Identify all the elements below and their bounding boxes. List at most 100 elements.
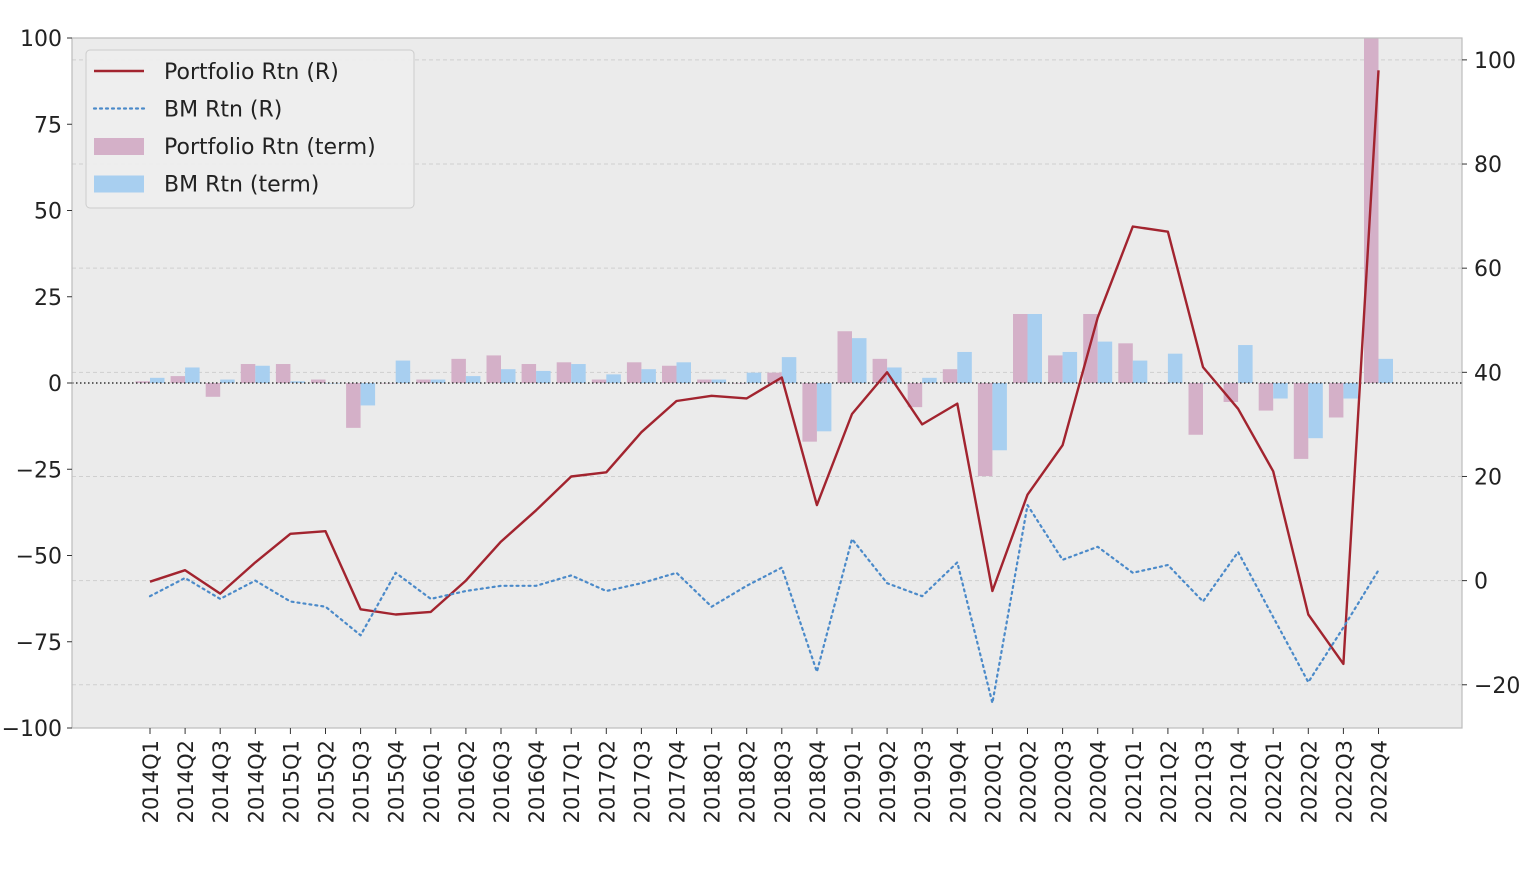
bar-0-2021Q1 — [1118, 343, 1133, 383]
x-tick-label-2018Q3: 2018Q3 — [771, 740, 795, 823]
x-tick-label-2017Q1: 2017Q1 — [560, 740, 584, 823]
bar-1-2015Q4 — [396, 361, 411, 383]
x-tick-label-2019Q4: 2019Q4 — [946, 740, 970, 823]
right-tick-label-4: 60 — [1474, 257, 1502, 282]
bar-1-2017Q4 — [677, 362, 692, 383]
x-tick-label-2020Q2: 2020Q2 — [1017, 740, 1041, 823]
bar-0-2021Q3 — [1189, 383, 1204, 435]
bar-1-2018Q3 — [782, 357, 797, 383]
x-tick-label-2015Q4: 2015Q4 — [385, 740, 409, 823]
x-tick-label-2017Q3: 2017Q3 — [630, 740, 654, 823]
right-tick-label-5: 80 — [1474, 153, 1502, 178]
bar-1-2021Q4 — [1238, 345, 1253, 383]
x-tick-label-2021Q1: 2021Q1 — [1122, 740, 1146, 823]
bar-0-2015Q1 — [276, 364, 291, 383]
x-tick-label-2017Q2: 2017Q2 — [595, 740, 619, 823]
x-tick-label-2022Q3: 2022Q3 — [1332, 740, 1356, 823]
x-tick-label-2020Q1: 2020Q1 — [981, 740, 1005, 823]
bar-1-2022Q2 — [1308, 383, 1323, 438]
right-tick-label-2: 20 — [1474, 465, 1502, 490]
bar-1-2014Q4 — [255, 366, 269, 383]
bar-1-2022Q3 — [1343, 383, 1358, 399]
x-tick-label-2018Q4: 2018Q4 — [806, 740, 830, 823]
bar-1-2022Q4 — [1379, 359, 1394, 383]
bar-1-2022Q1 — [1273, 383, 1288, 399]
bar-0-2014Q2 — [171, 376, 186, 383]
x-tick-label-2016Q1: 2016Q1 — [420, 740, 444, 823]
bar-1-2020Q3 — [1063, 352, 1078, 383]
bar-1-2018Q4 — [817, 383, 832, 431]
x-tick-label-2014Q1: 2014Q1 — [139, 740, 163, 823]
legend-swatch-3 — [94, 176, 144, 193]
bar-0-2019Q4 — [943, 369, 958, 383]
bar-1-2020Q1 — [992, 383, 1007, 450]
bar-0-2014Q1 — [136, 381, 151, 383]
bar-0-2014Q3 — [206, 383, 221, 397]
x-tick-label-2014Q4: 2014Q4 — [244, 740, 268, 823]
bar-1-2018Q2 — [747, 373, 762, 383]
bar-0-2017Q4 — [662, 366, 677, 383]
x-tick-label-2018Q2: 2018Q2 — [736, 740, 760, 823]
bar-1-2019Q4 — [957, 352, 972, 383]
bar-0-2015Q3 — [346, 383, 361, 428]
bar-0-2020Q2 — [1013, 314, 1028, 383]
x-tick-label-2014Q2: 2014Q2 — [174, 740, 198, 823]
bar-1-2021Q2 — [1168, 354, 1183, 383]
x-tick-label-2019Q1: 2019Q1 — [841, 740, 865, 823]
bar-1-2021Q1 — [1133, 361, 1148, 383]
bar-0-2018Q4 — [802, 383, 817, 442]
left-tick-label-5: 25 — [34, 286, 62, 311]
x-tick-label-2015Q3: 2015Q3 — [350, 740, 374, 823]
right-tick-label-3: 40 — [1474, 361, 1502, 386]
legend-label-1: BM Rtn (R) — [164, 98, 282, 123]
x-tick-label-2016Q2: 2016Q2 — [455, 740, 479, 823]
legend-label-3: BM Rtn (term) — [164, 173, 319, 198]
bar-0-2016Q4 — [522, 364, 537, 383]
bar-1-2014Q2 — [185, 367, 200, 383]
bar-0-2022Q2 — [1294, 383, 1309, 459]
x-tick-label-2020Q4: 2020Q4 — [1087, 740, 1111, 823]
left-tick-label-8: 100 — [20, 27, 62, 52]
legend-label-2: Portfolio Rtn (term) — [164, 135, 376, 160]
bar-0-2017Q1 — [557, 362, 572, 383]
left-tick-label-4: 0 — [48, 372, 62, 397]
x-tick-label-2018Q1: 2018Q1 — [701, 740, 725, 823]
bar-0-2022Q1 — [1259, 383, 1274, 411]
x-tick-label-2022Q1: 2022Q1 — [1262, 740, 1286, 823]
left-tick-label-3: −25 — [16, 458, 62, 483]
x-tick-label-2019Q2: 2019Q2 — [876, 740, 900, 823]
left-tick-label-1: −75 — [16, 631, 62, 656]
x-tick-label-2021Q3: 2021Q3 — [1192, 740, 1216, 823]
x-tick-label-2015Q1: 2015Q1 — [279, 740, 303, 823]
bar-0-2019Q1 — [838, 331, 853, 383]
left-tick-label-0: −100 — [2, 717, 62, 742]
bar-1-2016Q2 — [466, 376, 481, 383]
x-tick-label-2014Q3: 2014Q3 — [209, 740, 233, 823]
x-tick-label-2015Q2: 2015Q2 — [315, 740, 339, 823]
bar-0-2020Q3 — [1048, 355, 1063, 383]
right-tick-label-6: 100 — [1474, 49, 1516, 74]
x-tick-label-2021Q2: 2021Q2 — [1157, 740, 1181, 823]
x-tick-label-2016Q4: 2016Q4 — [525, 740, 549, 823]
legend-swatch-2 — [94, 138, 144, 155]
x-tick-label-2016Q3: 2016Q3 — [490, 740, 514, 823]
bar-0-2017Q3 — [627, 362, 642, 383]
bar-0-2016Q3 — [487, 355, 502, 383]
x-tick-label-2017Q4: 2017Q4 — [666, 740, 690, 823]
bar-1-2020Q4 — [1098, 342, 1113, 383]
right-tick-label-1: 0 — [1474, 570, 1488, 595]
bar-1-2019Q1 — [852, 338, 867, 383]
x-tick-label-2019Q3: 2019Q3 — [911, 740, 935, 823]
bar-1-2015Q3 — [361, 383, 376, 405]
bar-1-2017Q2 — [606, 374, 621, 383]
left-tick-label-2: −50 — [16, 545, 62, 570]
bar-1-2018Q1 — [712, 380, 727, 383]
bar-0-2022Q3 — [1329, 383, 1344, 418]
bar-0-2016Q2 — [451, 359, 466, 383]
bar-0-2020Q1 — [978, 383, 993, 476]
bar-1-2016Q3 — [501, 369, 516, 383]
left-tick-label-7: 75 — [34, 113, 62, 138]
bar-0-2014Q4 — [241, 364, 256, 383]
